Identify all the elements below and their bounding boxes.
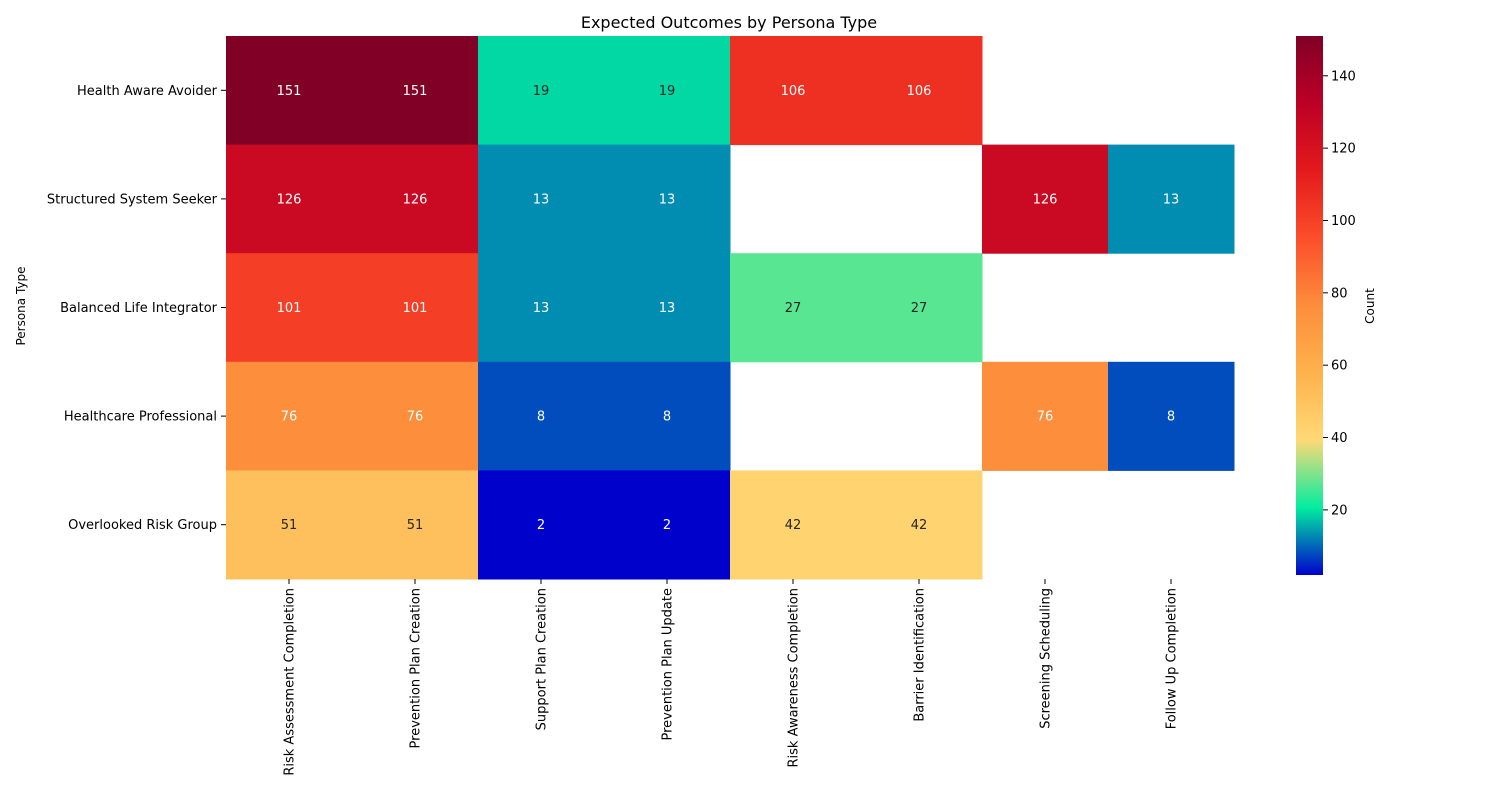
column-label: Follow Up Completion	[1165, 588, 1180, 729]
heatmap-cells	[226, 36, 1235, 580]
heatmap-cell	[730, 36, 857, 146]
cell-value-label: 76	[281, 410, 298, 425]
chart-title: Expected Outcomes by Persona Type	[581, 13, 877, 32]
row-label: Balanced Life Integrator	[60, 301, 218, 316]
heatmap-cell	[604, 470, 731, 580]
column-label: Risk Assessment Completion	[283, 588, 298, 776]
row-label: Structured System Seeker	[47, 192, 218, 207]
cell-value-label: 27	[911, 301, 928, 316]
heatmap-cell	[226, 470, 353, 580]
cell-value-label: 101	[403, 301, 428, 316]
cell-value-label: 13	[1163, 192, 1180, 207]
heatmap-cell	[856, 253, 983, 363]
cell-value-label: 13	[533, 192, 550, 207]
cell-value-label: 42	[911, 518, 928, 533]
heatmap-cell	[226, 253, 353, 363]
row-label: Overlooked Risk Group	[68, 518, 217, 533]
cell-value-label: 2	[537, 518, 545, 533]
heatmap-cell	[604, 144, 731, 254]
cell-value-label: 13	[659, 192, 676, 207]
column-label: Prevention Plan Update	[661, 588, 676, 741]
heatmap-cell	[982, 144, 1109, 254]
column-label: Barrier Identification	[913, 588, 928, 722]
colorbar-label: Count	[1363, 288, 1377, 324]
colorbar-tick-label: 120	[1331, 142, 1356, 157]
colorbar-tick-label: 60	[1331, 359, 1348, 374]
colorbar	[1296, 36, 1323, 575]
heatmap-cell	[352, 253, 479, 363]
heatmap-cell	[730, 253, 857, 363]
heatmap-cell	[856, 36, 983, 146]
heatmap-cell	[604, 361, 731, 471]
heatmap-cell	[478, 253, 605, 363]
colorbar-tick-label: 40	[1331, 431, 1348, 446]
colorbar-tick-label: 140	[1331, 69, 1356, 84]
cell-value-label: 106	[907, 84, 932, 99]
cell-value-label: 51	[407, 518, 424, 533]
cell-value-label: 126	[403, 192, 428, 207]
heatmap-cell	[226, 144, 353, 254]
cell-value-label: 42	[785, 518, 802, 533]
cell-value-label: 13	[533, 301, 550, 316]
row-tick-labels: Health Aware Avoider Structured System Se…	[47, 84, 226, 533]
cell-value-label: 19	[533, 84, 550, 99]
cell-value-label: 8	[663, 410, 671, 425]
y-axis-label: Persona Type	[14, 266, 28, 345]
cell-value-label: 151	[277, 84, 302, 99]
heatmap-cell	[478, 36, 605, 146]
heatmap-cell	[478, 144, 605, 254]
row-label: Health Aware Avoider	[77, 84, 218, 99]
heatmap-cell	[1108, 144, 1235, 254]
column-tick-labels: Risk Assessment Completion Prevention Pla…	[283, 579, 1180, 776]
heatmap-cell	[982, 361, 1109, 471]
cell-value-label: 126	[1033, 192, 1058, 207]
column-label: Support Plan Creation	[535, 588, 550, 730]
heatmap-cell	[604, 253, 731, 363]
heatmap-cell	[604, 36, 731, 146]
cell-value-label: 76	[1037, 410, 1054, 425]
heatmap-cell	[352, 144, 479, 254]
column-label: Prevention Plan Creation	[409, 588, 424, 748]
cell-value-label: 19	[659, 84, 676, 99]
heatmap-cell	[352, 470, 479, 580]
cell-value-label: 151	[403, 84, 428, 99]
cell-value-label: 8	[1167, 410, 1175, 425]
cell-value-labels: 151 151 19 19 106 106 126 126 13 13 126 13 101 101 13 1…	[277, 84, 1180, 533]
cell-value-label: 106	[781, 84, 806, 99]
cell-value-label: 13	[659, 301, 676, 316]
colorbar-ticks: 20 40 60 80 100 120 140	[1323, 69, 1356, 518]
cell-value-label: 8	[537, 410, 545, 425]
heatmap-cell	[226, 36, 353, 146]
heatmap-cell	[478, 361, 605, 471]
heatmap-cell	[856, 470, 983, 580]
heatmap-cell	[478, 470, 605, 580]
colorbar-tick-label: 100	[1331, 214, 1356, 229]
row-label: Healthcare Professional	[64, 410, 217, 425]
cell-value-label: 76	[407, 410, 424, 425]
cell-value-label: 126	[277, 192, 302, 207]
heatmap-cell	[226, 361, 353, 471]
colorbar-tick-label: 20	[1331, 503, 1348, 518]
heatmap-cell	[1108, 361, 1235, 471]
cell-value-label: 2	[663, 518, 671, 533]
colorbar-tick-label: 80	[1331, 286, 1348, 301]
heatmap-cell	[352, 361, 479, 471]
heatmap-cell	[730, 470, 857, 580]
column-label: Risk Awareness Completion	[787, 588, 802, 767]
column-label: Screening Scheduling	[1039, 588, 1054, 729]
cell-value-label: 51	[281, 518, 298, 533]
cell-value-label: 101	[277, 301, 302, 316]
heatmap-cell	[352, 36, 479, 146]
cell-value-label: 27	[785, 301, 802, 316]
